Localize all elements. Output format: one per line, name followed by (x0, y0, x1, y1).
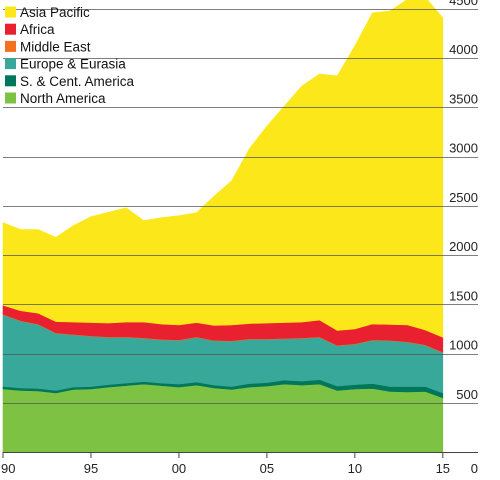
legend: Asia Pacific Africa Middle East Europe & Eu… (5, 5, 135, 106)
x-tick-label: 15 (436, 461, 450, 476)
y-tick-label: 1000 (449, 338, 478, 353)
legend-label-africa: Africa (20, 22, 55, 37)
y-tick-label: 1500 (449, 288, 478, 303)
x-tick-label: 10 (348, 461, 362, 476)
area-layers (2, 0, 444, 453)
x-tick-label: 00 (172, 461, 186, 476)
legend-label-s-cent-america: S. & Cent. America (20, 74, 135, 89)
y-tick-label: 4500 (449, 0, 478, 8)
legend-swatch-s-cent-america (5, 75, 16, 87)
area-asia-pacific (2, 0, 444, 338)
y-tick-label: 0 (471, 461, 478, 476)
legend-label-asia-pacific: Asia Pacific (20, 5, 90, 20)
y-tick-label: 2500 (449, 190, 478, 205)
legend-label-north-america: North America (20, 91, 106, 106)
x-tick-label: 95 (84, 461, 98, 476)
y-tick-label: 3000 (449, 141, 478, 156)
legend-swatch-middle-east (5, 40, 16, 52)
legend-swatch-europe-eurasia (5, 58, 16, 70)
y-tick-label: 4000 (449, 42, 478, 57)
legend-swatch-asia-pacific (5, 6, 16, 18)
area-north-america (2, 383, 444, 453)
y-tick-label: 3500 (449, 91, 478, 106)
y-tick-label: 500 (456, 387, 478, 402)
x-tick-label: 90 (1, 461, 15, 476)
y-tick-label: 2000 (449, 239, 478, 254)
legend-swatch-north-america (5, 92, 16, 104)
gridlines (3, 9, 478, 404)
legend-label-middle-east: Middle East (20, 39, 91, 54)
x-tick-label: 05 (260, 461, 274, 476)
legend-swatch-africa (5, 23, 16, 35)
legend-label-europe-eurasia: Europe & Eurasia (20, 57, 126, 72)
